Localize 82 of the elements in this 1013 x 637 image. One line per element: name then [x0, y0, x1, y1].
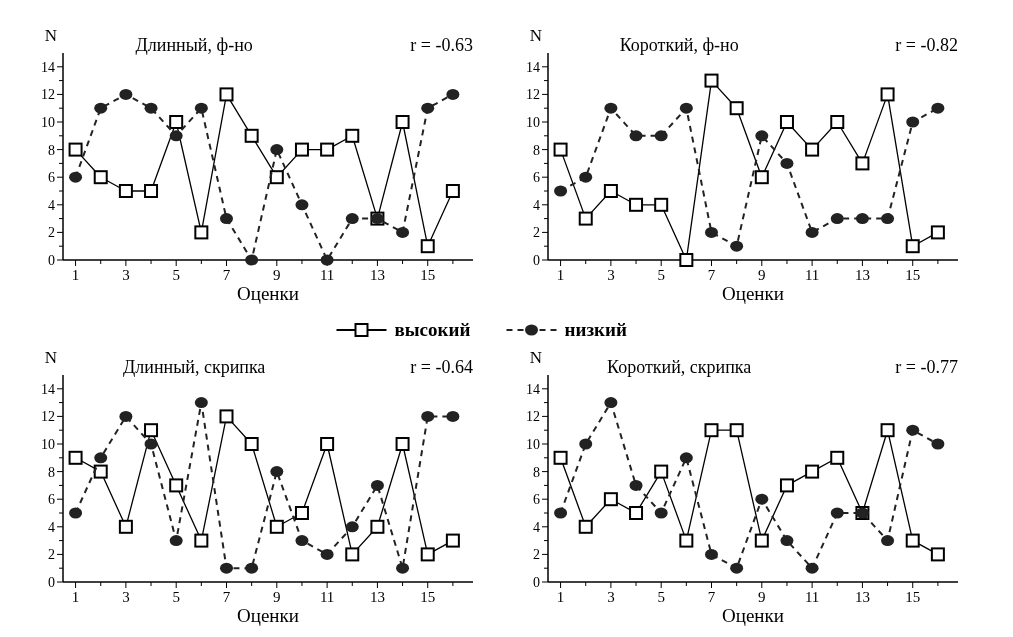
y-tick-label: 2	[533, 547, 540, 563]
x-tick-label: 15	[420, 589, 436, 605]
y-tick-label: 12	[526, 87, 540, 103]
x-tick-label: 3	[607, 267, 615, 283]
y-tick-label: 8	[533, 464, 540, 480]
y-tick-label: 6	[48, 492, 55, 508]
chart-title: Короткий, ф-но	[619, 35, 739, 55]
x-tick-label: 15	[905, 589, 921, 605]
y-tick-label: 6	[533, 492, 540, 508]
x-tick-label: 7	[222, 267, 231, 283]
y-tick-label: 10	[526, 115, 540, 130]
x-axis-title: Оценки	[722, 283, 784, 304]
y-axis-title: N	[44, 348, 58, 367]
x-tick-label: 1	[556, 589, 565, 605]
x-tick-label: 11	[804, 267, 820, 283]
y-tick-label: 8	[533, 142, 540, 158]
y-tick-label: 4	[533, 519, 540, 535]
y-tick-label: 2	[48, 225, 55, 241]
y-axis-title: N	[529, 26, 543, 45]
x-tick-label: 5	[657, 267, 665, 283]
y-tick-label: 14	[41, 381, 55, 397]
y-tick-label: 0	[533, 575, 540, 590]
x-tick-label: 13	[369, 267, 385, 283]
y-tick-label: 8	[48, 464, 55, 480]
x-tick-label: 11	[319, 267, 335, 283]
y-tick-label: 2	[533, 225, 540, 241]
x-tick-label: 9	[758, 589, 766, 605]
x-tick-label: 1	[71, 589, 80, 605]
x-axis-title: Оценки	[237, 605, 299, 626]
x-tick-label: 11	[804, 589, 820, 605]
x-tick-label: 1	[556, 267, 565, 283]
y-tick-label: 12	[41, 87, 55, 103]
x-tick-label: 5	[172, 589, 180, 605]
x-tick-label: 7	[222, 589, 231, 605]
y-tick-label: 12	[41, 409, 55, 425]
chart-title: Длинный, скрипка	[123, 357, 266, 377]
x-tick-label: 7	[707, 267, 716, 283]
x-tick-label: 9	[758, 267, 766, 283]
x-tick-label: 15	[905, 267, 921, 283]
y-tick-label: 6	[48, 170, 55, 186]
y-tick-label: 8	[48, 142, 55, 158]
y-tick-label: 4	[48, 519, 55, 535]
annotation: r = -0.64	[410, 357, 473, 377]
chart-title: Короткий, скрипка	[607, 357, 752, 377]
y-tick-label: 0	[533, 253, 540, 268]
x-tick-label: 11	[319, 589, 335, 605]
x-tick-label: 1	[71, 267, 80, 283]
x-tick-label: 9	[273, 589, 281, 605]
y-axis-title: N	[44, 26, 58, 45]
annotation: r = -0.63	[410, 35, 473, 55]
annotation: r = -0.77	[895, 357, 958, 377]
chart-title: Длинный, ф-но	[135, 35, 253, 55]
y-tick-label: 14	[526, 59, 540, 75]
annotation: r = -0.82	[895, 35, 958, 55]
x-tick-label: 3	[122, 267, 130, 283]
y-tick-label: 10	[41, 437, 55, 452]
legend-label: высокий	[394, 319, 471, 340]
x-axis-title: Оценки	[722, 605, 784, 626]
x-tick-label: 7	[707, 589, 716, 605]
x-tick-label: 13	[854, 589, 870, 605]
y-tick-label: 10	[526, 437, 540, 452]
x-tick-label: 3	[122, 589, 130, 605]
y-axis-title: N	[529, 348, 543, 367]
y-tick-label: 4	[48, 197, 55, 213]
x-tick-label: 9	[273, 267, 281, 283]
y-tick-label: 0	[48, 253, 55, 268]
x-tick-label: 13	[369, 589, 385, 605]
y-tick-label: 14	[41, 59, 55, 75]
y-tick-label: 6	[533, 170, 540, 186]
x-tick-label: 5	[657, 589, 665, 605]
x-axis-title: Оценки	[237, 283, 299, 304]
x-tick-label: 13	[854, 267, 870, 283]
x-tick-label: 5	[172, 267, 180, 283]
legend-label: низкий	[564, 319, 627, 340]
y-tick-label: 12	[526, 409, 540, 425]
x-tick-label: 15	[420, 267, 436, 283]
y-tick-label: 10	[41, 115, 55, 130]
x-tick-label: 3	[607, 589, 615, 605]
y-tick-label: 0	[48, 575, 55, 590]
y-tick-label: 2	[48, 547, 55, 563]
y-tick-label: 4	[533, 197, 540, 213]
y-tick-label: 14	[526, 381, 540, 397]
